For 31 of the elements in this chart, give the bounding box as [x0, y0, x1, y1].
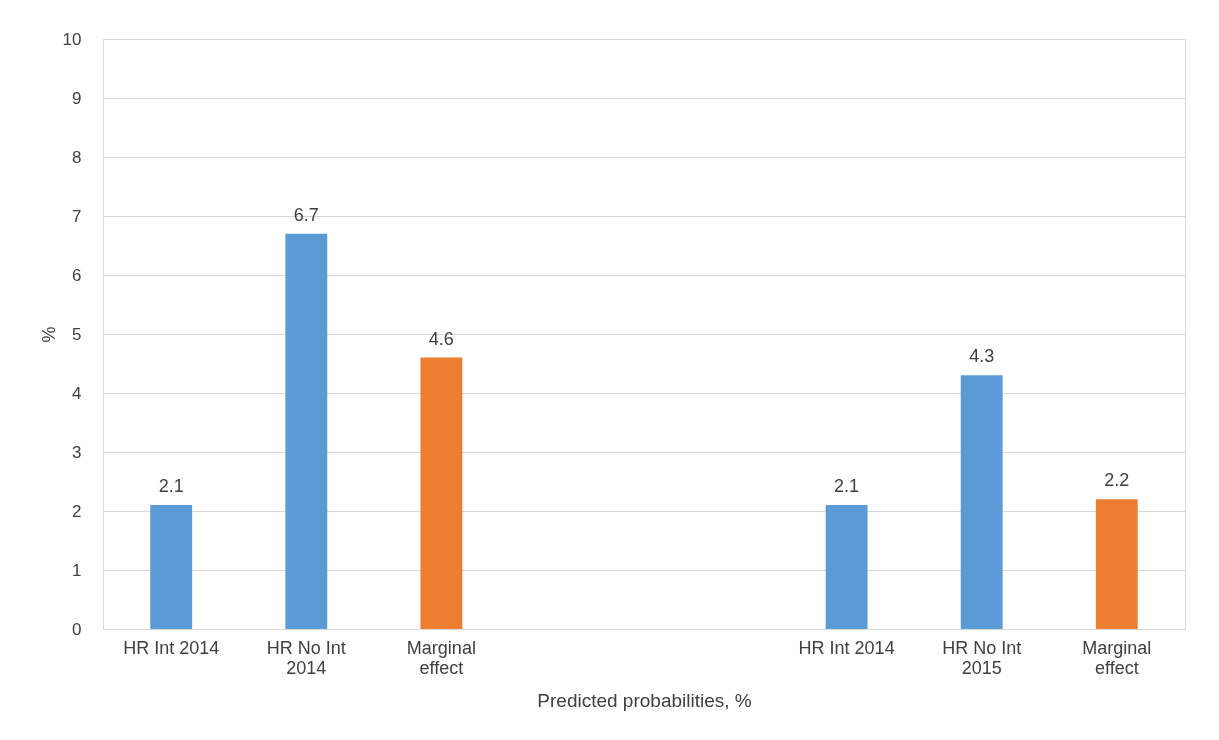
y-tick-label: 0 — [72, 619, 82, 639]
bar — [420, 357, 463, 629]
y-tick-label: 9 — [72, 88, 82, 108]
x-tick-label: HR Int 2014 — [123, 637, 220, 658]
data-label: 4.6 — [428, 328, 454, 349]
x-tick-label: Marginal effect — [1082, 637, 1152, 678]
y-tick-label: 1 — [72, 560, 82, 580]
data-label: 2.1 — [834, 476, 860, 497]
y-tick-label: 3 — [72, 442, 82, 462]
data-label: 6.7 — [293, 204, 319, 225]
bar — [825, 505, 868, 629]
y-tick-label: 2 — [72, 501, 82, 521]
x-tick-label: HR No Int 2014 — [266, 637, 346, 678]
y-tick-label: 4 — [72, 383, 82, 403]
bar — [1095, 499, 1138, 629]
bar — [150, 505, 193, 629]
y-axis-title: % — [38, 326, 59, 343]
x-tick-label: HR No Int 2015 — [942, 637, 1022, 678]
y-tick-label: 7 — [72, 206, 82, 226]
x-tick-label: HR Int 2014 — [798, 637, 895, 658]
x-axis-title: Predicted probabilities, % — [537, 689, 752, 711]
data-label: 2.2 — [1104, 470, 1130, 491]
bar — [960, 375, 1003, 629]
y-tick-label: 8 — [72, 147, 82, 167]
data-label: 4.3 — [969, 346, 995, 367]
data-label: 2.1 — [158, 476, 184, 497]
x-tick-label: Marginal effect — [406, 637, 476, 678]
y-tick-label: 10 — [62, 29, 82, 49]
y-tick-label: 6 — [72, 265, 82, 285]
bar — [285, 233, 328, 629]
y-tick-label: 5 — [72, 324, 82, 344]
